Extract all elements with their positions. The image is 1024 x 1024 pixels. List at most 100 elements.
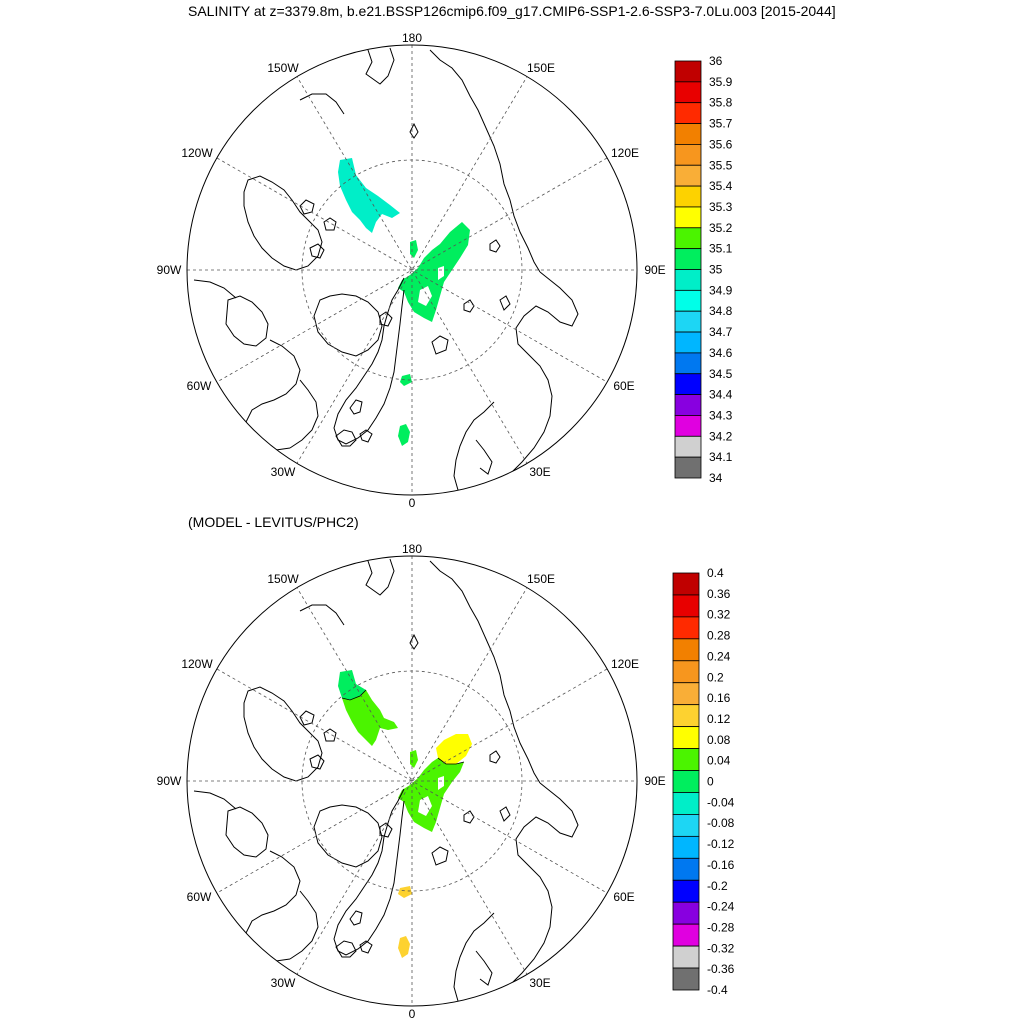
- laptev-patch: [436, 734, 472, 764]
- greenland-sea-patch: [398, 936, 410, 958]
- colorbar-tick-label: 34.8: [709, 304, 733, 318]
- colorbar-swatch: [672, 682, 700, 706]
- colorbar-tick-label: -0.2: [707, 879, 728, 893]
- colorbar-tick-label: 0.08: [707, 733, 731, 747]
- colorbar-swatch: [674, 164, 702, 187]
- colorbar-tick-label: 0.12: [707, 712, 731, 726]
- colorbar-swatch: [674, 81, 702, 104]
- lon-label: 120E: [611, 657, 639, 671]
- panel-subtitle: (MODEL - LEVITUS/PHC2): [188, 514, 359, 530]
- colorbar-tick-label: 0.04: [707, 754, 731, 768]
- lon-label: 90E: [644, 263, 665, 277]
- colorbar-swatch: [674, 143, 702, 166]
- salinity-panel: 180 150E 120E 90E 60E 30E 0 30W 60W 90W …: [157, 31, 666, 510]
- colorbar-swatch: [674, 310, 702, 333]
- colorbar-tick-label: -0.08: [707, 816, 735, 830]
- graticule: [187, 556, 637, 1006]
- colorbar-tick-label: 34.5: [709, 367, 733, 381]
- colorbar-swatch: [672, 704, 700, 728]
- lon-label: 0: [409, 496, 416, 510]
- colorbar-tick-label: -0.36: [707, 962, 735, 976]
- colorbar-swatch: [672, 945, 700, 969]
- colorbar-tick-label: 0.36: [707, 587, 731, 601]
- colorbar-swatch: [674, 373, 702, 396]
- colorbar-swatch: [672, 660, 700, 684]
- colorbar-tick-label: 0.4: [707, 566, 724, 580]
- colorbar-tick-label: 35.5: [709, 158, 733, 172]
- colorbar-swatch: [674, 331, 702, 354]
- colorbar-swatch: [672, 616, 700, 640]
- colorbar-tick-label: -0.28: [707, 920, 735, 934]
- colorbar-swatch: [674, 60, 702, 83]
- graticule: [187, 45, 637, 495]
- greenland-sea-patch: [398, 424, 410, 446]
- colorbar-tick-label: 34.7: [709, 325, 733, 339]
- lon-label: 120W: [181, 657, 213, 671]
- colorbar-tick-label: 35: [709, 263, 723, 277]
- colorbar-tick-label: -0.16: [707, 858, 735, 872]
- colorbar-tick-label: 35.1: [709, 242, 733, 256]
- lon-label: 120E: [611, 146, 639, 160]
- lon-label: 150W: [267, 572, 299, 586]
- colorbar-swatch: [672, 770, 700, 793]
- colorbar-swatch: [672, 814, 700, 837]
- colorbar-tick-label: -0.24: [707, 900, 735, 914]
- colorbar-tick-label: 34.9: [709, 283, 733, 297]
- difference-panel: 180 150E 120E 90E 60E 30E 0 30W 60W 90W …: [157, 542, 666, 1021]
- colorbar-tick-label: 35.9: [709, 75, 733, 89]
- colorbar-tick-label: -0.12: [707, 837, 735, 851]
- map-border: [186, 555, 638, 1007]
- lon-label: 180: [402, 31, 422, 45]
- colorbar-tick-label: 0.16: [707, 691, 731, 705]
- canada-basin-patch: [338, 158, 400, 233]
- colorbar-swatch: [672, 967, 700, 991]
- lon-label: 120W: [181, 146, 213, 160]
- fram-strait-patch: [398, 886, 412, 898]
- map-border: [186, 44, 638, 496]
- colorbar-tick-label: -0.04: [707, 795, 735, 809]
- difference-colorbar: 0.4 0.36 0.32 0.28 0.24 0.2 0.16 0.12 0.08 0.04 0 -…: [672, 566, 735, 997]
- lon-label: 60E: [613, 379, 634, 393]
- colorbar-swatch: [674, 435, 702, 458]
- colorbar-tick-label: 35.3: [709, 200, 733, 214]
- lon-label: 150E: [527, 572, 555, 586]
- colorbar-swatch: [674, 102, 702, 124]
- salinity-colorbar: 36 35.9 35.8 35.7 35.6 35.5 35.4 35.3 35.2 35.1 35…: [674, 54, 733, 485]
- colorbar-swatch: [672, 594, 700, 618]
- colorbar-swatch: [674, 456, 702, 479]
- eurasian-basin-patch: [398, 222, 470, 322]
- colorbar-tick-label: 36: [709, 54, 723, 68]
- colorbar-swatch: [672, 726, 700, 749]
- colorbar-tick-label: 34.4: [709, 388, 733, 402]
- colorbar-swatch: [674, 206, 702, 229]
- lon-label: 150W: [267, 61, 299, 75]
- lon-label: 30W: [271, 465, 296, 479]
- small-patch-north: [410, 750, 418, 768]
- lon-label: 0: [409, 1007, 416, 1021]
- colorbar-tick-label: 0.24: [707, 649, 731, 663]
- lon-label: 30E: [529, 976, 550, 990]
- colorbar-tick-label: 0: [707, 775, 714, 789]
- colorbar-tick-label: 35.7: [709, 117, 733, 131]
- colorbar-tick-label: 35.8: [709, 96, 733, 110]
- colorbar-tick-label: 34.2: [709, 429, 733, 443]
- colorbar-swatch: [672, 572, 700, 596]
- figure-title: SALINITY at z=3379.8m, b.e21.BSSP126cmip…: [188, 3, 836, 19]
- fram-strait-patch: [400, 374, 412, 386]
- lon-label: 30W: [271, 976, 296, 990]
- colorbar-swatch: [674, 289, 702, 312]
- colorbar-swatch: [672, 835, 700, 859]
- colorbar-swatch: [672, 792, 700, 815]
- colorbar-swatch: [674, 269, 702, 291]
- colorbar-swatch: [674, 227, 702, 250]
- lon-label: 150E: [527, 61, 555, 75]
- colorbar-swatch: [674, 415, 702, 437]
- colorbar-swatch: [674, 352, 702, 375]
- lon-label: 90W: [157, 774, 182, 788]
- lon-label: 60W: [187, 379, 212, 393]
- colorbar-tick-label: 35.4: [709, 179, 733, 193]
- lon-label: 30E: [529, 465, 550, 479]
- colorbar-tick-label: 35.2: [709, 221, 733, 235]
- colorbar-swatch: [672, 923, 700, 947]
